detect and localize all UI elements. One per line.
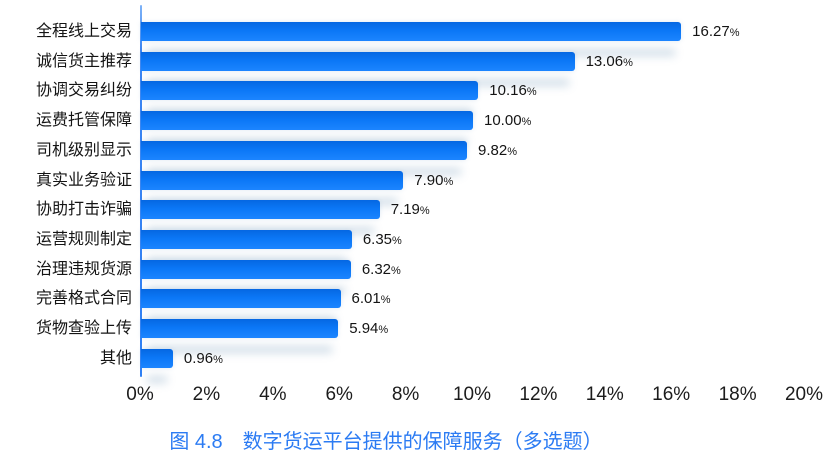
value-label: 10.00% xyxy=(484,111,531,130)
bar-row: 运营规则制定 6.35% xyxy=(0,230,829,250)
value-number: 13.06 xyxy=(585,52,624,70)
value-number: 5.94 xyxy=(349,320,379,338)
y-axis-line xyxy=(140,5,142,377)
x-tick-label: 14% xyxy=(585,384,624,405)
x-tick-label: 0% xyxy=(126,384,154,405)
value-number: 16.27 xyxy=(692,23,730,40)
bar xyxy=(141,230,352,250)
bar-row: 司机级别显示 9.82% xyxy=(0,140,829,160)
bar-row: 治理违规货源 6.32% xyxy=(0,259,829,279)
value-unit: % xyxy=(443,175,454,188)
value-number: 7.19 xyxy=(390,201,420,219)
category-label: 协调交易纠纷 xyxy=(35,82,132,100)
chart-caption: 图 4.8 数字货运平台提供的保障服务（多选题） xyxy=(169,431,603,453)
bar-row: 诚信货主推荐 13.06% xyxy=(0,51,829,71)
bar-row: 协助打击诈骗 7.19% xyxy=(0,200,829,220)
x-tick-label: 12% xyxy=(519,384,558,405)
bar xyxy=(141,259,351,279)
category-label: 司机级别显示 xyxy=(35,141,132,159)
bar-row: 真实业务验证 7.90% xyxy=(0,170,829,190)
value-unit: % xyxy=(378,324,389,337)
value-unit: % xyxy=(419,205,430,218)
x-tick-label: 16% xyxy=(652,384,691,405)
category-label: 运费托管保障 xyxy=(35,112,132,130)
value-unit: % xyxy=(729,27,740,39)
bar-row: 其他 0.96% xyxy=(0,348,829,368)
value-number: 6.32 xyxy=(361,260,392,278)
bar xyxy=(141,170,404,190)
category-label: 全程线上交易 xyxy=(35,23,132,40)
value-label: 10.16% xyxy=(489,81,536,100)
x-tick-label: 18% xyxy=(718,384,757,405)
x-tick-label: 10% xyxy=(452,384,492,405)
bar xyxy=(141,81,479,101)
x-tick-label: 2% xyxy=(192,384,221,405)
value-unit: % xyxy=(380,294,391,307)
bar xyxy=(141,51,575,71)
bar-row: 完善格式合同 6.01% xyxy=(0,289,829,309)
value-label: 6.01% xyxy=(352,289,391,308)
category-label: 运营规则制定 xyxy=(35,231,132,249)
x-tick-label: 4% xyxy=(259,384,287,405)
value-unit: % xyxy=(392,235,402,248)
value-label: 7.19% xyxy=(391,200,430,219)
bar xyxy=(141,348,173,368)
bar-row: 货物查验上传 5.94% xyxy=(0,319,829,339)
bar xyxy=(141,319,339,339)
value-unit: % xyxy=(391,264,401,277)
value-label: 7.90% xyxy=(414,171,453,190)
category-label: 真实业务验证 xyxy=(35,171,132,189)
value-label: 0.96% xyxy=(184,349,223,368)
value-number: 10.16 xyxy=(489,82,527,100)
bar-row: 全程线上交易 16.27% xyxy=(0,22,829,41)
value-label: 9.82% xyxy=(478,141,517,160)
bar xyxy=(141,22,682,41)
bar xyxy=(141,200,380,220)
value-unit: % xyxy=(213,353,223,366)
x-tick-label: 8% xyxy=(391,384,420,405)
bar xyxy=(141,140,468,160)
x-tick-label: 6% xyxy=(325,384,353,405)
category-label: 货物查验上传 xyxy=(35,320,132,338)
category-label: 完善格式合同 xyxy=(35,290,132,308)
value-unit: % xyxy=(507,145,517,158)
bar xyxy=(141,111,473,131)
value-unit: % xyxy=(521,116,532,129)
value-number: 6.35 xyxy=(362,231,393,249)
value-label: 5.94% xyxy=(349,319,388,338)
value-unit: % xyxy=(623,56,633,69)
x-tick-label: 20% xyxy=(784,384,824,405)
category-label: 协助打击诈骗 xyxy=(35,201,132,219)
value-number: 6.01 xyxy=(351,290,381,308)
value-number: 10.00 xyxy=(484,112,522,130)
value-number: 0.96 xyxy=(183,349,214,367)
value-label: 13.06% xyxy=(586,52,633,71)
bar xyxy=(141,289,341,309)
bar-row: 运费托管保障 10.00% xyxy=(0,111,829,131)
value-number: 9.82 xyxy=(478,141,508,159)
bar-row: 协调交易纠纷 10.16% xyxy=(0,81,829,101)
value-number: 7.90 xyxy=(414,171,444,189)
value-label: 6.35% xyxy=(363,230,402,249)
value-label: 16.27% xyxy=(692,22,739,41)
value-unit: % xyxy=(526,86,537,99)
category-label: 诚信货主推荐 xyxy=(35,52,132,70)
category-label: 其他 xyxy=(99,349,132,367)
category-label: 治理违规货源 xyxy=(35,260,132,278)
value-label: 6.32% xyxy=(362,260,401,279)
